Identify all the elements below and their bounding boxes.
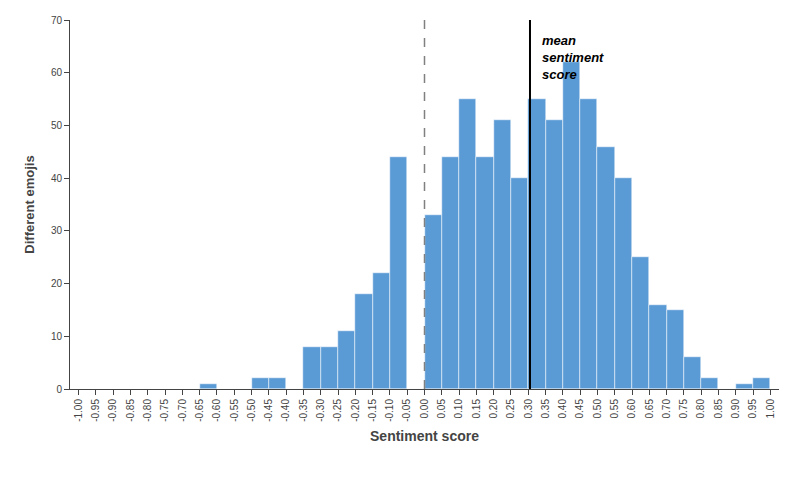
svg-text:-0.75: -0.75 xyxy=(159,399,170,422)
svg-text:0.15: 0.15 xyxy=(471,399,482,419)
svg-text:0.20: 0.20 xyxy=(488,399,499,419)
svg-text:0.35: 0.35 xyxy=(540,399,551,419)
svg-text:-0.95: -0.95 xyxy=(90,399,101,422)
svg-text:-0.60: -0.60 xyxy=(211,399,222,422)
svg-text:20: 20 xyxy=(51,278,63,289)
svg-text:60: 60 xyxy=(51,67,63,78)
svg-text:0.40: 0.40 xyxy=(557,399,568,419)
svg-text:-0.65: -0.65 xyxy=(194,399,205,422)
svg-text:0.10: 0.10 xyxy=(453,399,464,419)
svg-text:70: 70 xyxy=(51,15,63,26)
svg-text:50: 50 xyxy=(51,120,63,131)
svg-text:-1.00: -1.00 xyxy=(73,399,84,422)
svg-text:40: 40 xyxy=(51,173,63,184)
svg-text:meansentimentscore: meansentimentscore xyxy=(542,33,604,82)
svg-text:0.80: 0.80 xyxy=(695,399,706,419)
svg-text:0.55: 0.55 xyxy=(609,399,620,419)
svg-text:-0.40: -0.40 xyxy=(280,399,291,422)
svg-text:-0.35: -0.35 xyxy=(298,399,309,422)
svg-text:30: 30 xyxy=(51,225,63,236)
svg-text:0.50: 0.50 xyxy=(592,399,603,419)
svg-text:-0.15: -0.15 xyxy=(367,399,378,422)
svg-text:0.75: 0.75 xyxy=(678,399,689,419)
svg-text:0.00: 0.00 xyxy=(419,399,430,419)
svg-text:-0.50: -0.50 xyxy=(246,399,257,422)
svg-text:0.85: 0.85 xyxy=(713,399,724,419)
svg-text:0.60: 0.60 xyxy=(626,399,637,419)
svg-text:-0.05: -0.05 xyxy=(401,399,412,422)
svg-text:-0.70: -0.70 xyxy=(177,399,188,422)
svg-text:Different emojis: Different emojis xyxy=(22,155,37,253)
svg-text:-0.90: -0.90 xyxy=(107,399,118,422)
svg-text:0.70: 0.70 xyxy=(661,399,672,419)
svg-text:-0.30: -0.30 xyxy=(315,399,326,422)
svg-text:Sentiment score: Sentiment score xyxy=(370,428,479,444)
svg-text:-0.45: -0.45 xyxy=(263,399,274,422)
svg-text:0.95: 0.95 xyxy=(747,399,758,419)
svg-text:0.30: 0.30 xyxy=(523,399,534,419)
svg-text:0.45: 0.45 xyxy=(574,399,585,419)
svg-text:-0.80: -0.80 xyxy=(142,399,153,422)
svg-text:-0.10: -0.10 xyxy=(384,399,395,422)
svg-text:0.05: 0.05 xyxy=(436,399,447,419)
svg-text:-0.25: -0.25 xyxy=(332,399,343,422)
svg-text:-0.85: -0.85 xyxy=(125,399,136,422)
svg-text:0.65: 0.65 xyxy=(644,399,655,419)
svg-text:-0.55: -0.55 xyxy=(229,399,240,422)
svg-text:0: 0 xyxy=(56,384,62,395)
svg-text:0.25: 0.25 xyxy=(505,399,516,419)
svg-text:1.00: 1.00 xyxy=(765,399,776,419)
svg-text:0.90: 0.90 xyxy=(730,399,741,419)
svg-text:10: 10 xyxy=(51,331,63,342)
svg-text:-0.20: -0.20 xyxy=(350,399,361,422)
